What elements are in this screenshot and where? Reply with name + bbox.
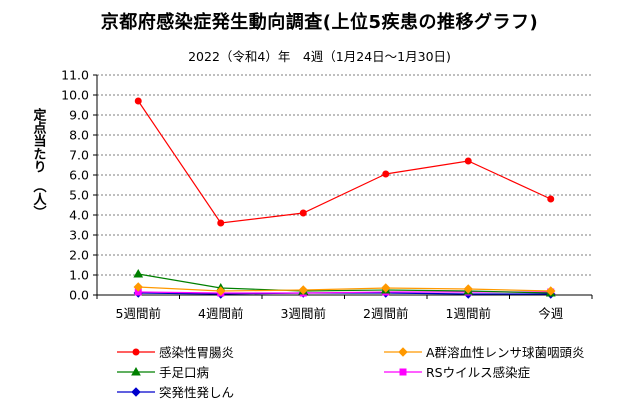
y-tick-label: 4.0 bbox=[69, 208, 89, 223]
y-tick-label: 1.0 bbox=[69, 268, 89, 283]
data-point bbox=[298, 285, 308, 295]
x-tick-label: 4週間前 bbox=[198, 306, 243, 321]
data-point bbox=[216, 286, 226, 296]
series-line bbox=[138, 273, 551, 294]
x-tick-label: 5週間前 bbox=[116, 306, 161, 321]
y-tick-label: 0.0 bbox=[69, 288, 89, 303]
series-line bbox=[137, 100, 552, 224]
data-point bbox=[299, 209, 307, 217]
chart-subtitle: 2022（令和4）年 4週（1月24日～1月30日) bbox=[188, 49, 451, 64]
x-tick-label: 今週 bbox=[538, 306, 564, 321]
y-tick-label: 3.0 bbox=[69, 228, 89, 243]
series-line bbox=[138, 291, 551, 294]
y-tick-label: 5.0 bbox=[69, 188, 89, 203]
data-point bbox=[133, 282, 143, 292]
y-tick-label: 7.0 bbox=[69, 148, 89, 163]
y-tick-label: 9.0 bbox=[69, 108, 89, 123]
x-tick-label: 1週間前 bbox=[446, 306, 491, 321]
data-point bbox=[464, 157, 472, 165]
data-point bbox=[546, 286, 556, 296]
data-point bbox=[217, 219, 225, 227]
series-A群溶血性レンサ球菌咽頭炎 bbox=[133, 282, 556, 296]
data-point bbox=[134, 97, 142, 105]
data-point bbox=[382, 170, 390, 178]
data-point bbox=[463, 284, 473, 294]
data-point bbox=[381, 283, 391, 293]
y-tick-label: 8.0 bbox=[69, 128, 89, 143]
chart-title: 京都府感染症発生動向調査(上位5疾患の推移グラフ) bbox=[100, 12, 539, 33]
series-感染性胃腸炎 bbox=[134, 97, 555, 227]
data-point bbox=[133, 268, 144, 278]
y-axis-label: 定点当たり （人） bbox=[31, 107, 48, 218]
y-tick-label: 10.0 bbox=[61, 88, 89, 103]
y-tick-label: 6.0 bbox=[69, 168, 89, 183]
data-point bbox=[547, 195, 555, 203]
y-tick-label: 2.0 bbox=[69, 248, 89, 263]
series-line bbox=[138, 286, 551, 292]
y-tick-label: 11.0 bbox=[61, 68, 89, 83]
x-tick-label: 3週間前 bbox=[281, 306, 326, 321]
x-tick-label: 2週間前 bbox=[363, 306, 408, 321]
